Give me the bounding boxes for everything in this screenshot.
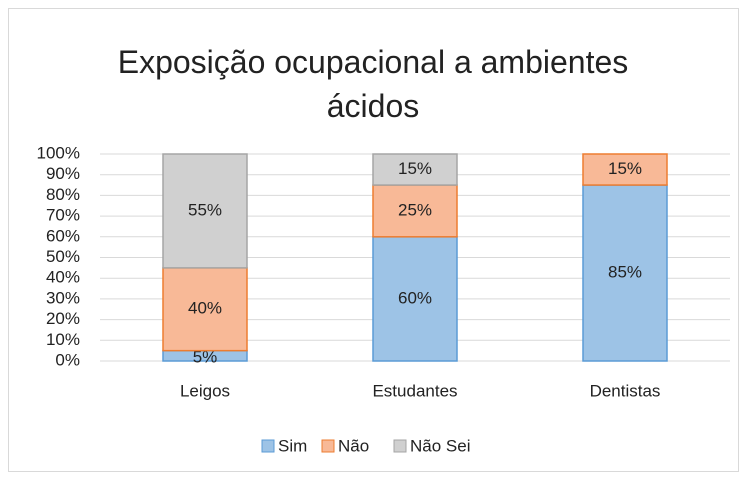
data-label: 15% [398,159,432,178]
bar-segment [162,267,248,352]
legend-swatch [393,439,407,453]
x-tick-label: Leigos [180,381,230,400]
legend-label: Não [338,436,369,455]
y-tick-label: 50% [46,247,80,266]
y-tick-label: 80% [46,185,80,204]
data-label: 15% [608,159,642,178]
bar-segment [582,153,668,186]
y-tick-label: 0% [55,350,80,369]
y-tick-label: 90% [46,164,80,183]
data-label: 5% [193,347,218,366]
bar-segment [372,153,458,186]
y-tick-label: 40% [46,268,80,287]
data-label: 40% [188,299,222,318]
data-label: 85% [608,263,642,282]
y-tick-label: 100% [37,143,80,162]
bar-segment [372,184,458,238]
y-tick-label: 10% [46,330,80,349]
x-tick-label: Estudantes [372,381,457,400]
y-tick-label: 60% [46,226,80,245]
x-tick-label: Dentistas [590,381,661,400]
y-tick-label: 70% [46,206,80,225]
y-tick-label: 20% [46,309,80,328]
data-label: 60% [398,288,432,307]
y-tick-label: 30% [46,288,80,307]
bar-segment [162,153,248,269]
chart-title: Exposição ocupacional a ambientes ácidos [117,44,629,124]
data-label: 55% [188,200,222,219]
legend-swatch [321,439,335,453]
legend-swatch [261,439,275,453]
legend-label: Sim [278,436,307,455]
bar-segment [582,184,668,362]
data-label: 25% [398,200,432,219]
legend-label: Não Sei [410,436,470,455]
